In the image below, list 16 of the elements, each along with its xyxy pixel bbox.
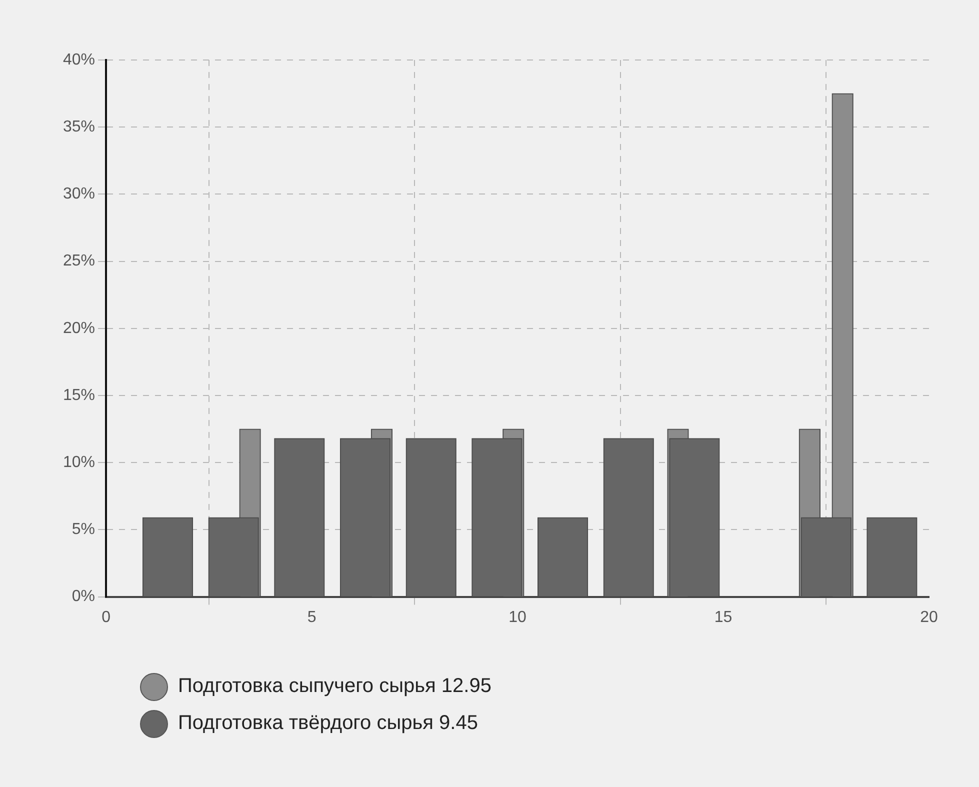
y-tick-label: 20% — [62, 320, 96, 337]
x-tick-label: 5 — [307, 608, 316, 626]
x-tick-label: 15 — [714, 608, 732, 626]
y-tick-label: 5% — [72, 521, 96, 538]
legend-label: Подготовка твёрдого сырья 9.45 — [178, 712, 478, 735]
y-tick-label: 15% — [62, 386, 96, 404]
x-tick-label: 10 — [508, 608, 527, 626]
y-tick-label: 30% — [62, 186, 96, 203]
y-tick-label: 35% — [62, 118, 96, 136]
y-tick-label: 40% — [62, 51, 96, 68]
y-tick-label: 10% — [62, 454, 96, 472]
y-tick-label: 25% — [62, 252, 96, 270]
x-tick-label: 20 — [920, 608, 938, 626]
x-tick-label: 0 — [102, 608, 111, 626]
y-tick-label: 0% — [72, 588, 96, 606]
legend-label: Подготовка сыпучего сырья 12.95 — [178, 675, 492, 698]
